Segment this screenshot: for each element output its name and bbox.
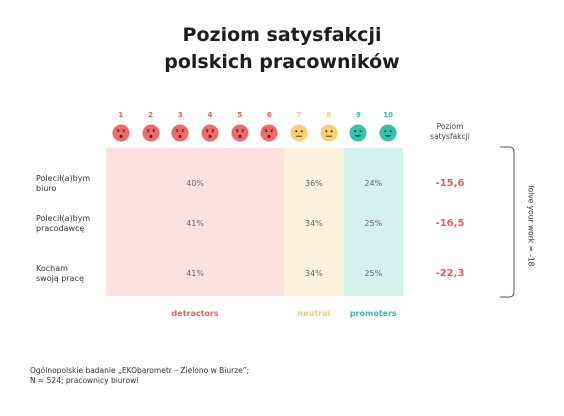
scale-number: 8: [326, 111, 332, 119]
sad-face-icon: [141, 124, 160, 142]
cell-promoters: 25%: [364, 269, 383, 278]
row-label-line: pracodawcę: [36, 224, 85, 233]
band-detractors: [106, 148, 285, 296]
sad-face-icon: [201, 124, 219, 142]
cell-neutral: 34%: [305, 219, 323, 228]
chart-title: Poziom satysfakcji polskich pracowników: [0, 22, 564, 76]
row-label-line: biuro: [36, 184, 57, 193]
source-note: Ogólnopolskie badanie „EKObarometr – Zie…: [30, 366, 249, 386]
band-promoters: [343, 148, 403, 296]
score-header-line-1: Poziom: [436, 122, 464, 131]
row-label: Polecił(a)bym pracodawcę: [36, 214, 106, 234]
scale-number: 7: [296, 111, 302, 119]
score-column-header: Poziom satysfakcji: [414, 122, 486, 142]
band-neutral: [284, 148, 344, 296]
sad-face-icon: [231, 124, 249, 142]
happy-face-icon: [379, 124, 397, 142]
cell-neutral: 36%: [305, 179, 323, 188]
neutral-face-icon: [320, 124, 338, 142]
row-label-line: Kocham: [36, 264, 68, 273]
segment-label-detractors: detractors: [171, 309, 219, 318]
neutral-face-icon: [290, 124, 308, 142]
score-value: -15,6: [435, 178, 465, 189]
cell-promoters: 24%: [364, 179, 383, 188]
cell-detractors: 41%: [186, 269, 204, 278]
scale-number: 9: [356, 111, 361, 119]
side-note: lolve your work = -18: [526, 185, 536, 267]
source-line-1: Ogólnopolskie badanie „EKObarometr – Zie…: [30, 366, 250, 375]
scale-number: 6: [266, 111, 272, 119]
sad-face-icon: [260, 124, 278, 142]
segment-label-promoters: promoters: [349, 309, 397, 318]
happy-face-icon: [349, 124, 367, 142]
row-label-line: swoją pracę: [36, 274, 84, 283]
score-value: -22,3: [435, 268, 465, 279]
row-label-line: Polecił(a)bym: [36, 174, 91, 183]
bracket-line: [500, 146, 515, 298]
segment-label-neutral: neutral: [297, 309, 331, 318]
title-line-1: Poziom satysfakcji: [182, 24, 382, 46]
score-header-line-2: satysfakcji: [430, 132, 470, 141]
cell-promoters: 25%: [364, 219, 383, 228]
score-value: -16,5: [435, 218, 465, 229]
row-label-line: Polecił(a)bym: [36, 214, 91, 223]
scale-number: 2: [148, 111, 153, 119]
scale-number: 5: [237, 111, 243, 119]
cell-detractors: 40%: [186, 179, 204, 188]
scale-number: 10: [383, 111, 394, 119]
cell-neutral: 34%: [305, 269, 323, 278]
title-line-2: polskich pracowników: [164, 51, 400, 73]
scale-number: 1: [118, 111, 124, 119]
sad-face-icon: [171, 124, 189, 142]
source-line-2: N = 524; pracownicy biurowi: [30, 376, 139, 385]
row-label: Kocham swoją pracę: [36, 264, 106, 284]
scale-number: 3: [177, 111, 183, 119]
cell-detractors: 41%: [186, 219, 204, 228]
scale-number: 4: [207, 111, 213, 119]
sad-face-icon: [112, 124, 130, 142]
row-label: Polecił(a)bym biuro: [36, 174, 106, 194]
